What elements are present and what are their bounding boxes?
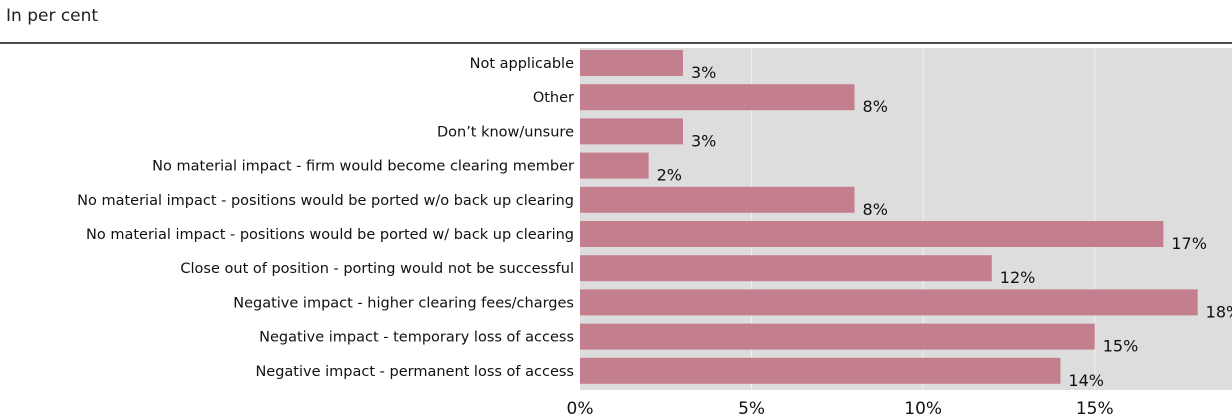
data-label: 2% [657,166,682,185]
data-label: 18% [1206,302,1232,321]
bar [580,357,1061,384]
data-label: 14% [1068,371,1104,390]
bar [580,118,683,145]
data-label: 17% [1171,234,1207,253]
data-label: 15% [1103,337,1139,356]
category-label: No material impact - firm would become c… [152,159,574,175]
category-label: Close out of position - porting would no… [180,261,574,277]
category-label: Other [533,90,574,106]
x-tick-label: 15% [1076,399,1114,419]
bar [580,186,855,213]
category-label: No material impact - positions would be … [86,227,574,243]
bar [580,255,992,282]
category-label: Don’t know/unsure [437,124,574,140]
x-tick-label: 10% [904,399,942,419]
chart-subtitle: In per cent [6,6,99,26]
data-label: 3% [691,63,716,82]
data-label: 12% [1000,268,1036,287]
x-tick-label: 5% [738,399,765,419]
data-label: 8% [863,200,888,219]
bar [580,323,1095,350]
bar [580,289,1198,316]
category-label: Negative impact - temporary loss of acce… [259,330,574,346]
bar [580,50,683,76]
bar [580,152,649,179]
x-tick-label: 0% [567,399,594,419]
category-label: Negative impact - higher clearing fees/c… [233,295,574,311]
bar [580,84,855,111]
bar [580,221,1164,247]
data-label: 8% [863,97,888,116]
data-label: 3% [691,131,716,150]
category-label: Negative impact - permanent loss of acce… [255,364,574,380]
category-label: Not applicable [470,56,574,72]
category-label: No material impact - positions would be … [77,193,574,209]
